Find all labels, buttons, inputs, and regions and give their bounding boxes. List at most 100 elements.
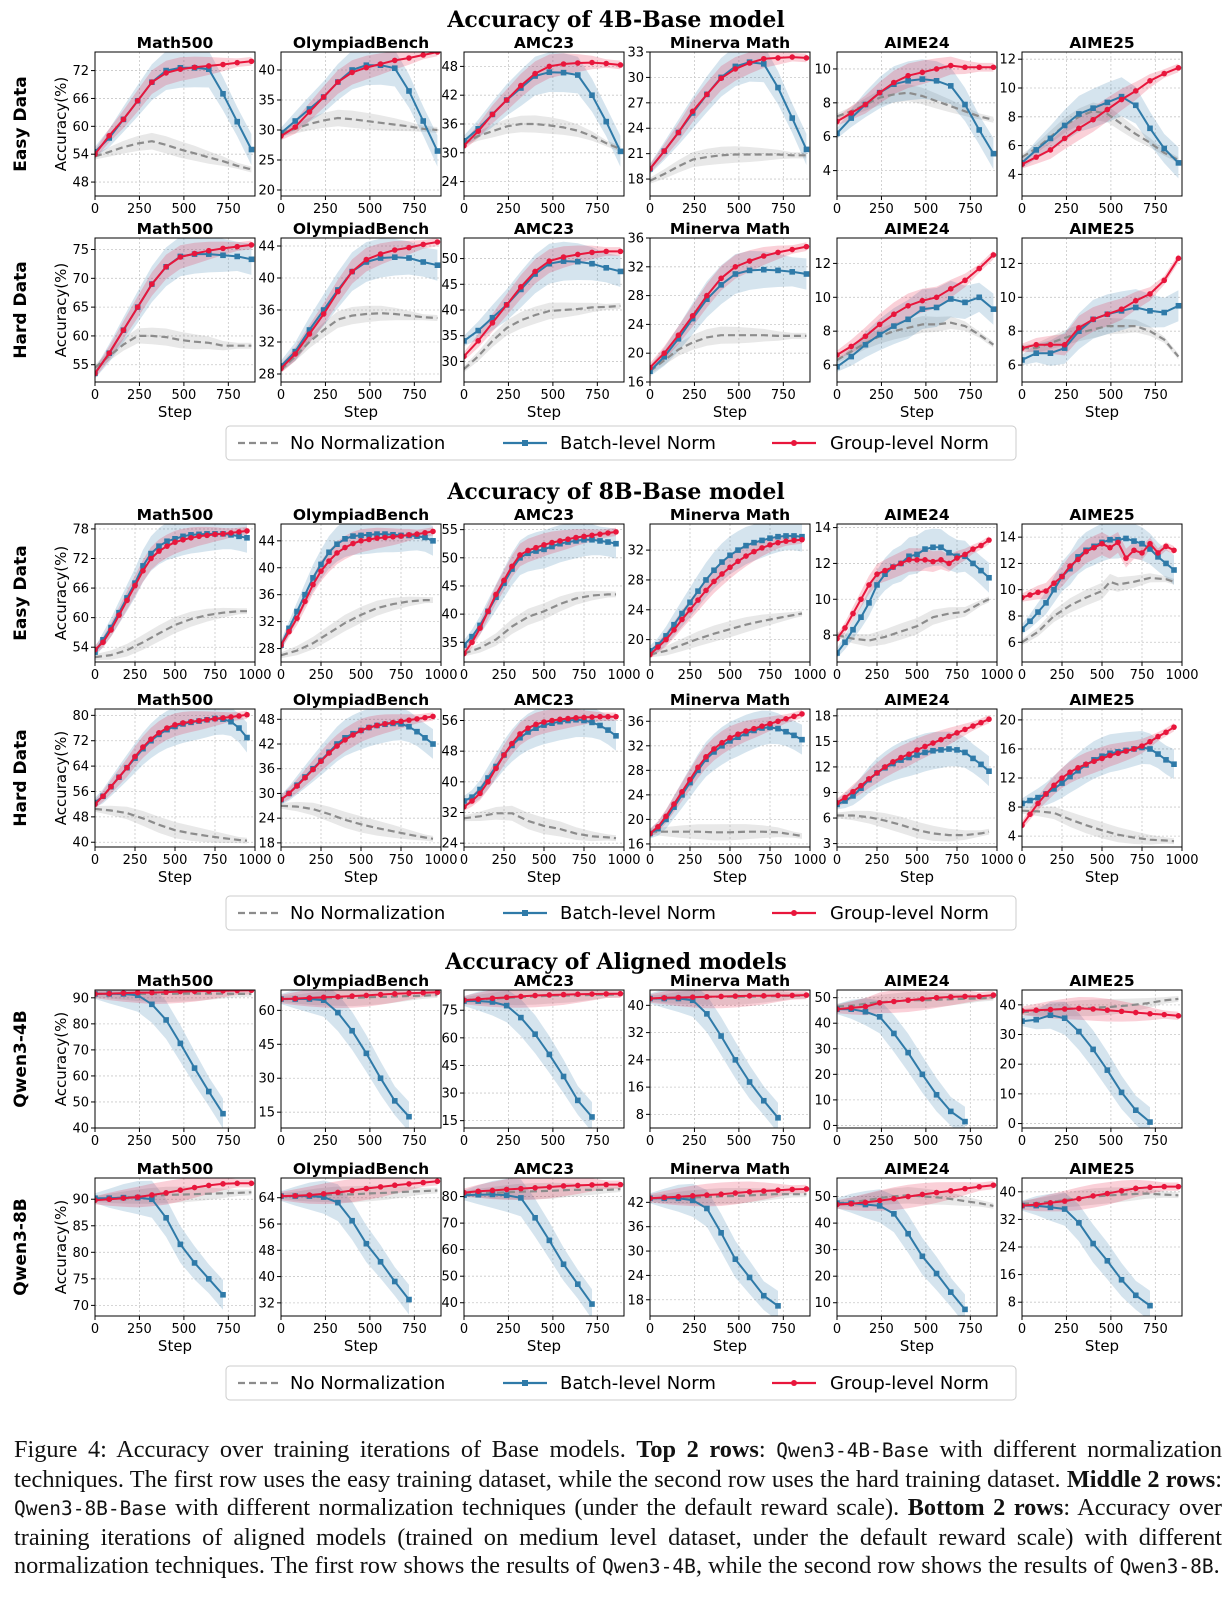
data-point-group: [687, 606, 693, 613]
data-point-group: [326, 750, 332, 756]
data-point-group: [205, 1182, 212, 1189]
series-line-none: [650, 612, 803, 656]
x-tick-label: 500: [1098, 388, 1123, 403]
data-point-group: [374, 722, 380, 729]
data-point-group: [212, 716, 218, 722]
data-point-group: [406, 55, 412, 61]
data-point-batch: [719, 559, 725, 565]
panel-title: AIME25: [1069, 506, 1134, 524]
data-point-group: [919, 1191, 926, 1198]
data-point-batch: [1076, 328, 1082, 334]
data-point-batch: [294, 608, 300, 615]
data-point-group: [751, 725, 757, 732]
x-tick-label: 500: [726, 1322, 751, 1337]
x-tick-label: 750: [1130, 668, 1155, 683]
x-tick-label: 750: [771, 388, 796, 403]
plot-area: [837, 1181, 997, 1316]
x-tick-label: 0: [277, 853, 285, 868]
y-tick-label: 40: [258, 64, 275, 79]
panel-minerva-math: 0 250 500 750 1000 16 20 24 28 32 36 Minerva Math St…: [627, 691, 826, 886]
data-point-batch: [876, 331, 883, 338]
data-point-group: [1147, 738, 1153, 745]
caption-bot-label: Bottom 2 rows: [907, 1494, 1064, 1521]
data-point-group: [106, 990, 113, 997]
y-tick-label: 66: [72, 582, 89, 597]
y-tick-label: 0: [1008, 1117, 1016, 1132]
data-point-group: [1131, 547, 1137, 554]
y-tick-label: 35: [441, 636, 458, 651]
data-point-batch: [905, 316, 911, 323]
data-point-group: [1033, 341, 1040, 348]
x-tick-label: 750: [958, 388, 983, 403]
data-point-group: [759, 723, 765, 729]
data-point-batch: [503, 1002, 510, 1009]
y-tick-label: 18: [258, 836, 275, 851]
data-point-batch: [391, 254, 398, 260]
y-tick-label: 60: [258, 1004, 275, 1019]
data-point-batch: [767, 724, 773, 731]
caption-bot-text: Accuracy over training iterations of ali…: [14, 1494, 1222, 1579]
data-point-group: [1123, 748, 1129, 754]
data-point-group: [597, 531, 603, 537]
panel-frame: [280, 1177, 442, 1317]
data-point-group: [382, 534, 388, 541]
data-point-group: [391, 1182, 398, 1189]
data-point-group: [1107, 752, 1113, 759]
data-point-batch: [922, 749, 928, 756]
data-point-batch: [947, 1289, 954, 1295]
y-tick-label: 20: [814, 1270, 831, 1285]
data-point-group: [650, 995, 653, 1002]
data-point-batch: [783, 533, 789, 539]
data-point-batch: [533, 725, 539, 731]
x-tick-label: 0: [91, 202, 99, 217]
data-point-group: [191, 1184, 198, 1191]
data-point-group: [489, 111, 496, 118]
data-point-batch: [326, 549, 332, 556]
data-point-batch: [1163, 757, 1169, 763]
data-point-group: [858, 782, 864, 789]
y-tick-label: 24: [627, 1053, 644, 1068]
data-point-group: [990, 992, 997, 998]
data-point-group: [574, 251, 581, 258]
panel-amc23: 0 250 500 750 40 50 60 70 80 AMC23 Step: [441, 1160, 625, 1355]
data-point-group: [188, 535, 194, 541]
data-point-batch: [205, 1088, 212, 1095]
legend-label-batch: Batch-level Norm: [560, 903, 716, 924]
x-tick-label: 500: [1098, 1322, 1123, 1337]
data-point-group: [475, 1188, 482, 1195]
data-point-group: [149, 1192, 155, 1198]
x-tick-label: 750: [203, 853, 228, 868]
data-point-batch: [349, 1027, 355, 1034]
data-point-batch: [469, 794, 475, 800]
band-batch: [281, 52, 438, 167]
x-tick-label: 500: [726, 1134, 751, 1149]
data-point-batch: [1027, 797, 1033, 804]
data-point-group: [188, 718, 194, 725]
data-point-group: [156, 729, 162, 736]
data-point-batch: [946, 549, 952, 556]
x-tick-label: 750: [1143, 1322, 1168, 1337]
plot-area: [1022, 996, 1182, 1128]
data-point-group: [905, 1193, 911, 1200]
data-point-group: [655, 644, 661, 650]
data-point-group: [501, 577, 507, 584]
data-point-batch: [286, 625, 292, 632]
legend-label-group: Group-level Norm: [830, 1373, 989, 1394]
data-point-group: [976, 993, 983, 1000]
data-point-batch: [149, 1196, 155, 1203]
y-tick-label: 75: [72, 243, 89, 258]
x-tick-label: 0: [1018, 202, 1026, 217]
data-point-group: [234, 990, 241, 994]
data-point-group: [95, 1197, 98, 1204]
y-tick-label: 12: [999, 257, 1016, 272]
x-tick-label: 1000: [980, 853, 1013, 868]
data-point-group: [914, 747, 920, 753]
data-point-group: [310, 766, 316, 773]
data-point-group: [848, 1005, 855, 1011]
data-point-group: [1139, 550, 1145, 556]
section-title: Accuracy of 4B-Base model: [446, 7, 784, 33]
data-point-group: [687, 776, 693, 783]
data-point-group: [464, 353, 467, 360]
data-point-group: [414, 531, 420, 537]
panel-olympiadbench: 0 250 500 750 1000 18 24 30 36 42 48 OlympiadBench S…: [258, 691, 457, 886]
